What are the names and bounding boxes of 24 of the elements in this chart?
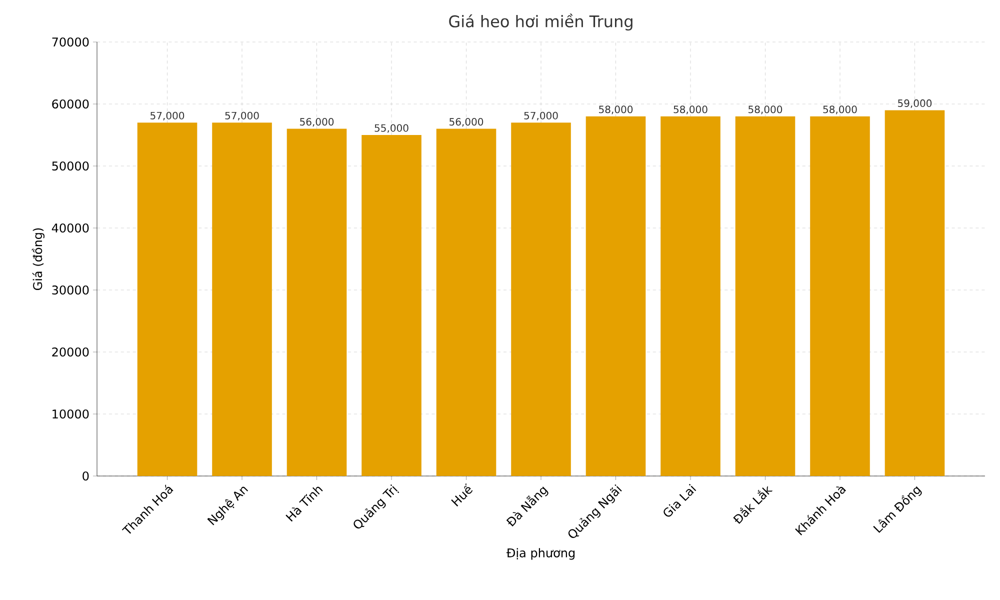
data-label: 58,000 xyxy=(674,106,708,114)
data-label: 57,000 xyxy=(150,112,184,120)
data-label: 59,000 xyxy=(898,99,932,108)
data-label: 56,000 xyxy=(300,118,334,127)
y-tick-label: 70000 xyxy=(52,37,89,47)
x-tick-label: Hà Tĩnh xyxy=(286,486,323,522)
data-label: 55,000 xyxy=(374,124,408,133)
y-tick-label: 50000 xyxy=(52,161,89,171)
data-label: 58,000 xyxy=(823,106,857,114)
y-axis-title: Giá (đồng) xyxy=(32,228,44,290)
data-label: 58,000 xyxy=(599,106,633,114)
y-tick-label: 0 xyxy=(82,471,89,481)
y-tick-label: 10000 xyxy=(52,409,89,419)
y-tick-label: 30000 xyxy=(52,285,89,295)
x-axis-title: Địa phương xyxy=(506,548,575,560)
data-label: 56,000 xyxy=(450,118,484,127)
chart-title: Giá heo hơi miền Trung xyxy=(449,14,632,31)
x-tick-label: Gia Lai xyxy=(664,484,696,517)
y-tick-label: 40000 xyxy=(52,223,89,233)
data-label: 57,000 xyxy=(524,112,558,120)
data-label: 57,000 xyxy=(225,112,259,120)
data-label: 58,000 xyxy=(748,106,782,114)
y-tick-label: 60000 xyxy=(52,99,89,109)
y-tick-label: 20000 xyxy=(52,347,89,357)
